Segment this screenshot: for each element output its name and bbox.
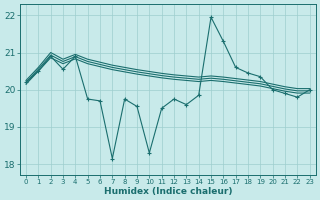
X-axis label: Humidex (Indice chaleur): Humidex (Indice chaleur)	[104, 187, 232, 196]
